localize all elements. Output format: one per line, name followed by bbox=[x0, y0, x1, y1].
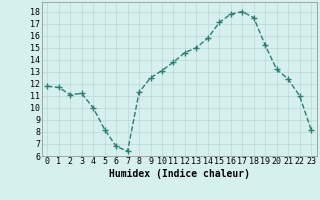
X-axis label: Humidex (Indice chaleur): Humidex (Indice chaleur) bbox=[109, 169, 250, 179]
